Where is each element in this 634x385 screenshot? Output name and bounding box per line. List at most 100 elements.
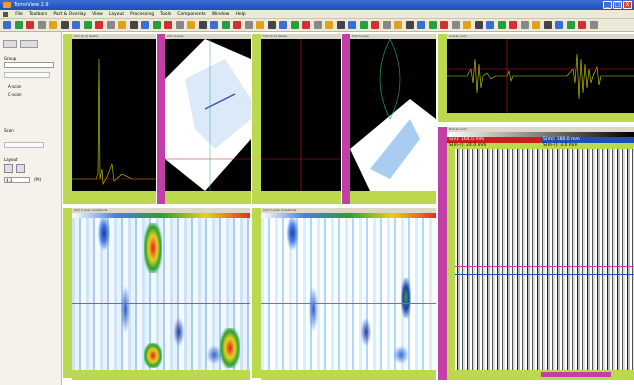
scan-input[interactable] <box>4 142 44 148</box>
toolbar-icon[interactable] <box>428 21 437 29</box>
panel5-cursor-h[interactable] <box>72 303 250 304</box>
menu-components[interactable]: Components <box>177 12 206 17</box>
group-label: Group <box>4 56 17 61</box>
toolbar-icon[interactable] <box>233 21 241 29</box>
layout-icon[interactable] <box>4 164 13 173</box>
toolbar-icon[interactable] <box>26 21 34 29</box>
toolbar-icon[interactable] <box>405 21 414 29</box>
toolbar-icon[interactable] <box>290 21 299 29</box>
toolbar-icon[interactable] <box>267 21 276 29</box>
panel8-scrollbar[interactable] <box>541 372 611 377</box>
ratio-select[interactable]: 4:3 <box>4 177 30 183</box>
toolbar-icon[interactable] <box>72 21 80 29</box>
toolbar-icon[interactable] <box>578 21 586 29</box>
toolbar-icon[interactable] <box>325 21 333 29</box>
toolbar-icon[interactable] <box>497 21 506 29</box>
group-select[interactable] <box>4 62 54 68</box>
toolbar-icon[interactable] <box>83 21 92 29</box>
toolbar-icon[interactable] <box>129 21 138 29</box>
toolbar-icon[interactable] <box>221 21 230 29</box>
panel6-cursor-h[interactable] <box>261 303 436 304</box>
maximize-button[interactable]: □ <box>613 1 622 9</box>
toolbar-icon[interactable] <box>37 21 46 29</box>
toolbar-icon[interactable] <box>509 21 517 29</box>
toolbar-icon[interactable] <box>60 21 69 29</box>
delta-readout-2: S(m-r): 3.0 mm <box>541 143 634 149</box>
panel5-axis <box>72 370 250 380</box>
system-menu-icon[interactable] <box>3 11 8 17</box>
toolbar-icon[interactable] <box>394 21 402 29</box>
panel2-header: Ch1 S-scan <box>165 34 251 39</box>
panel8-depth-axis <box>447 149 455 370</box>
toolbar-icon[interactable] <box>463 21 471 29</box>
toolbar-icon[interactable] <box>164 21 172 29</box>
toolbar-icon[interactable] <box>3 21 11 29</box>
toolbar-icon[interactable] <box>348 21 356 29</box>
toolbar-icon[interactable] <box>187 21 195 29</box>
toolbar-icon[interactable] <box>451 21 460 29</box>
toolbar-icon[interactable] <box>49 21 57 29</box>
toolbar-icon[interactable] <box>256 21 264 29</box>
toolbar-icon[interactable] <box>244 21 253 29</box>
menu-view[interactable]: View <box>92 12 103 17</box>
panel8-side-bar[interactable] <box>438 127 447 380</box>
menu-part-overlay[interactable]: Part & Overlay <box>53 12 87 17</box>
menu-window[interactable]: Window <box>211 12 230 17</box>
ascan-label: A-scan <box>8 84 22 89</box>
toolbar-icon[interactable] <box>566 21 575 29</box>
toolbar-icon[interactable] <box>106 21 115 29</box>
toolbar-icon[interactable] <box>440 21 448 29</box>
toolbar-icon[interactable] <box>417 21 425 29</box>
toolbar-icon[interactable] <box>474 21 483 29</box>
minimize-button[interactable]: _ <box>603 1 612 9</box>
toolbar-icon[interactable] <box>118 21 126 29</box>
toolbar-icon[interactable] <box>14 21 23 29</box>
scan-button[interactable] <box>20 40 38 48</box>
toolbar-icon[interactable] <box>141 21 149 29</box>
toolbar-icon[interactable] <box>486 21 494 29</box>
panel2-side-bar[interactable] <box>157 34 165 204</box>
menu-tools[interactable]: Tools <box>160 12 172 17</box>
panel3-side-bar[interactable] <box>252 34 261 204</box>
toolbar-icon[interactable] <box>210 21 218 29</box>
toolbar-icon[interactable] <box>589 21 598 29</box>
panel3-header: Ch2 [1:1] Sector <box>261 34 341 39</box>
panel7-axis <box>447 113 634 122</box>
panel8-cursor-h2[interactable] <box>455 274 634 275</box>
toolbar-icon[interactable] <box>371 21 379 29</box>
toolbar-icon[interactable] <box>359 21 368 29</box>
panel8-cursor-h[interactable] <box>455 266 634 267</box>
toolbar-icon[interactable] <box>152 21 161 29</box>
panel5-cscan-view <box>72 218 250 370</box>
toolbar-icon[interactable] <box>520 21 529 29</box>
toolbar-icon[interactable] <box>532 21 540 29</box>
toolbar-icon[interactable] <box>543 21 552 29</box>
toolbar-icon[interactable] <box>313 21 322 29</box>
scan-label: Scan <box>4 128 14 133</box>
toolbar-icon[interactable] <box>198 21 207 29</box>
panel5-side-bar[interactable] <box>63 208 72 378</box>
close-button[interactable]: x <box>623 1 632 9</box>
menu-processing[interactable]: Processing <box>130 12 155 17</box>
panel8-header: B-Scan (Ch) <box>447 127 634 132</box>
play-button[interactable] <box>3 40 17 48</box>
panel4-side-bar[interactable] <box>342 34 350 204</box>
menu-toolbars[interactable]: Toolbars <box>28 12 48 17</box>
value-unit: (Pt) <box>34 177 42 182</box>
toolbar-icon[interactable] <box>336 21 345 29</box>
panel7-header: A-Scan (Ch) <box>447 34 634 39</box>
panel7-side-bar[interactable] <box>438 34 447 122</box>
toolbar-icon[interactable] <box>382 21 391 29</box>
toolbar-icon[interactable] <box>279 21 287 29</box>
menu-help[interactable]: Help <box>235 12 246 17</box>
layout-alt-icon[interactable] <box>16 164 25 173</box>
toolbar-icon[interactable] <box>95 21 103 29</box>
toolbar-icon[interactable] <box>302 21 310 29</box>
scan-field[interactable] <box>4 72 50 78</box>
panel1-side-bar[interactable] <box>63 34 72 204</box>
toolbar-icon[interactable] <box>175 21 184 29</box>
menu-layout[interactable]: Layout <box>108 12 125 17</box>
panel6-side-bar[interactable] <box>252 208 261 378</box>
toolbar-icon[interactable] <box>555 21 563 29</box>
menu-file[interactable]: File <box>15 12 23 17</box>
